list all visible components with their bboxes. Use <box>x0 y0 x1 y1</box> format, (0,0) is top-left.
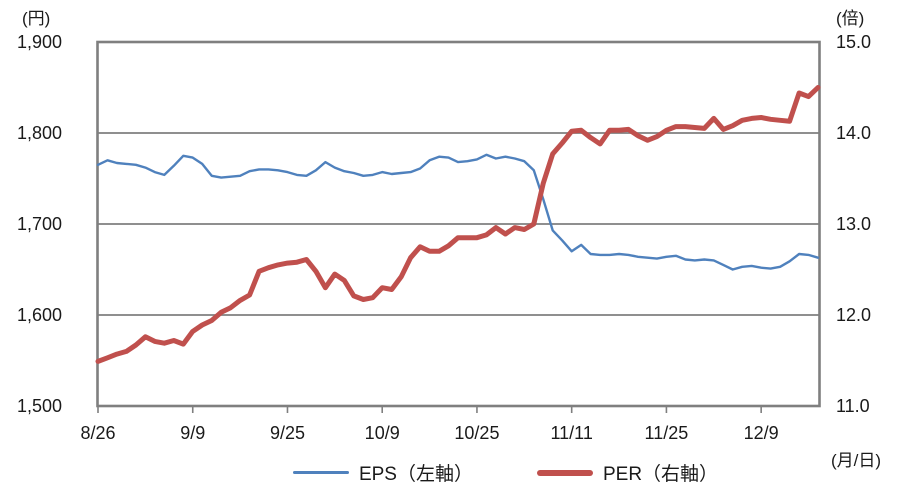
plot-border <box>96 40 821 408</box>
x-axis-tick-label: 11/25 <box>644 423 689 443</box>
x-axis-tick-label: 9/25 <box>269 423 305 443</box>
legend-label-per: PER（右軸） <box>602 464 719 485</box>
left-axis-tick-label: 1,900 <box>16 32 62 52</box>
left-axis-unit-label: (円) <box>22 9 51 28</box>
right-axis-tick-label: 13.0 <box>836 214 872 234</box>
per-line-sample <box>536 469 593 476</box>
eps-line <box>96 153 820 271</box>
right-axis-tick-label: 15.0 <box>836 32 872 52</box>
left-axis-tick-label: 1,800 <box>16 123 62 143</box>
x-axis-tick-label: 10/9 <box>364 423 400 443</box>
legend-label-eps: EPS（左軸） <box>358 464 473 485</box>
right-axis-unit-label: (倍) <box>836 9 865 28</box>
left-axis-tick-label: 1,700 <box>16 214 62 234</box>
x-axis-tick-label: 10/25 <box>454 423 500 443</box>
legend: EPS（左軸） PER（右軸） <box>0 459 899 486</box>
legend-item-eps: EPS（左軸） <box>292 459 473 486</box>
left-axis-tick-label: 1,600 <box>16 305 62 325</box>
legend-item-per: PER（右軸） <box>536 459 719 486</box>
left-axis-tick-label: 1,500 <box>16 396 62 416</box>
right-axis-tick-label: 12.0 <box>836 305 872 325</box>
x-axis-tick-label: 8/26 <box>80 423 116 443</box>
x-axis-unit-label: (月/日) <box>831 451 882 470</box>
x-axis-tick-label: 11/11 <box>550 423 593 443</box>
x-axis-tick-label: 9/9 <box>180 423 206 443</box>
x-axis-tick-label: 12/9 <box>743 423 779 443</box>
eps-line-sample <box>292 471 349 474</box>
right-axis-tick-label: 11.0 <box>836 396 870 416</box>
right-axis-tick-label: 14.0 <box>836 123 872 143</box>
per-line <box>95 85 821 364</box>
